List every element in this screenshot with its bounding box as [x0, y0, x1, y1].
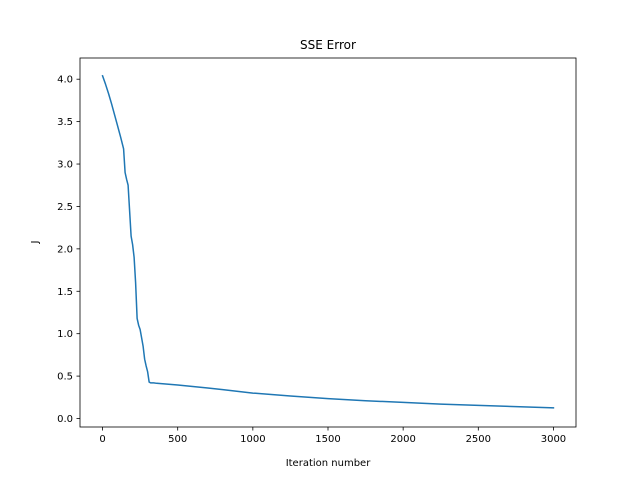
y-tick-label: 0.0: [57, 414, 73, 425]
series-line: [101, 74, 555, 409]
y-tick-label: 2.0: [57, 244, 73, 255]
y-tick-label: 0.5: [57, 372, 73, 383]
y-axis: 0.0 0.5 1.0 1.5 2.0 2.5 3.0 3.5 4.0: [57, 75, 80, 425]
x-tick-label: 500: [168, 434, 187, 445]
x-tick-label: 2500: [466, 434, 491, 445]
x-axis: 0 500 1000 1500 2000 2500 3000: [99, 427, 566, 445]
x-tick-label: 1500: [315, 434, 340, 445]
plot-area: [101, 74, 555, 409]
y-tick-label: 1.5: [57, 287, 73, 298]
y-tick-label: 3.5: [57, 117, 73, 128]
y-axis-label: J: [30, 241, 41, 245]
x-tick-label: 3000: [541, 434, 566, 445]
x-axis-label: Iteration number: [286, 458, 372, 469]
x-tick-label: 1000: [240, 434, 265, 445]
x-tick-label: 0: [99, 434, 105, 445]
y-tick-label: 2.5: [57, 202, 73, 213]
x-tick-label: 2000: [390, 434, 415, 445]
chart-title: SSE Error: [300, 38, 356, 52]
y-tick-label: 1.0: [57, 329, 73, 340]
y-tick-label: 3.0: [57, 160, 73, 171]
y-tick-label: 4.0: [57, 75, 73, 86]
